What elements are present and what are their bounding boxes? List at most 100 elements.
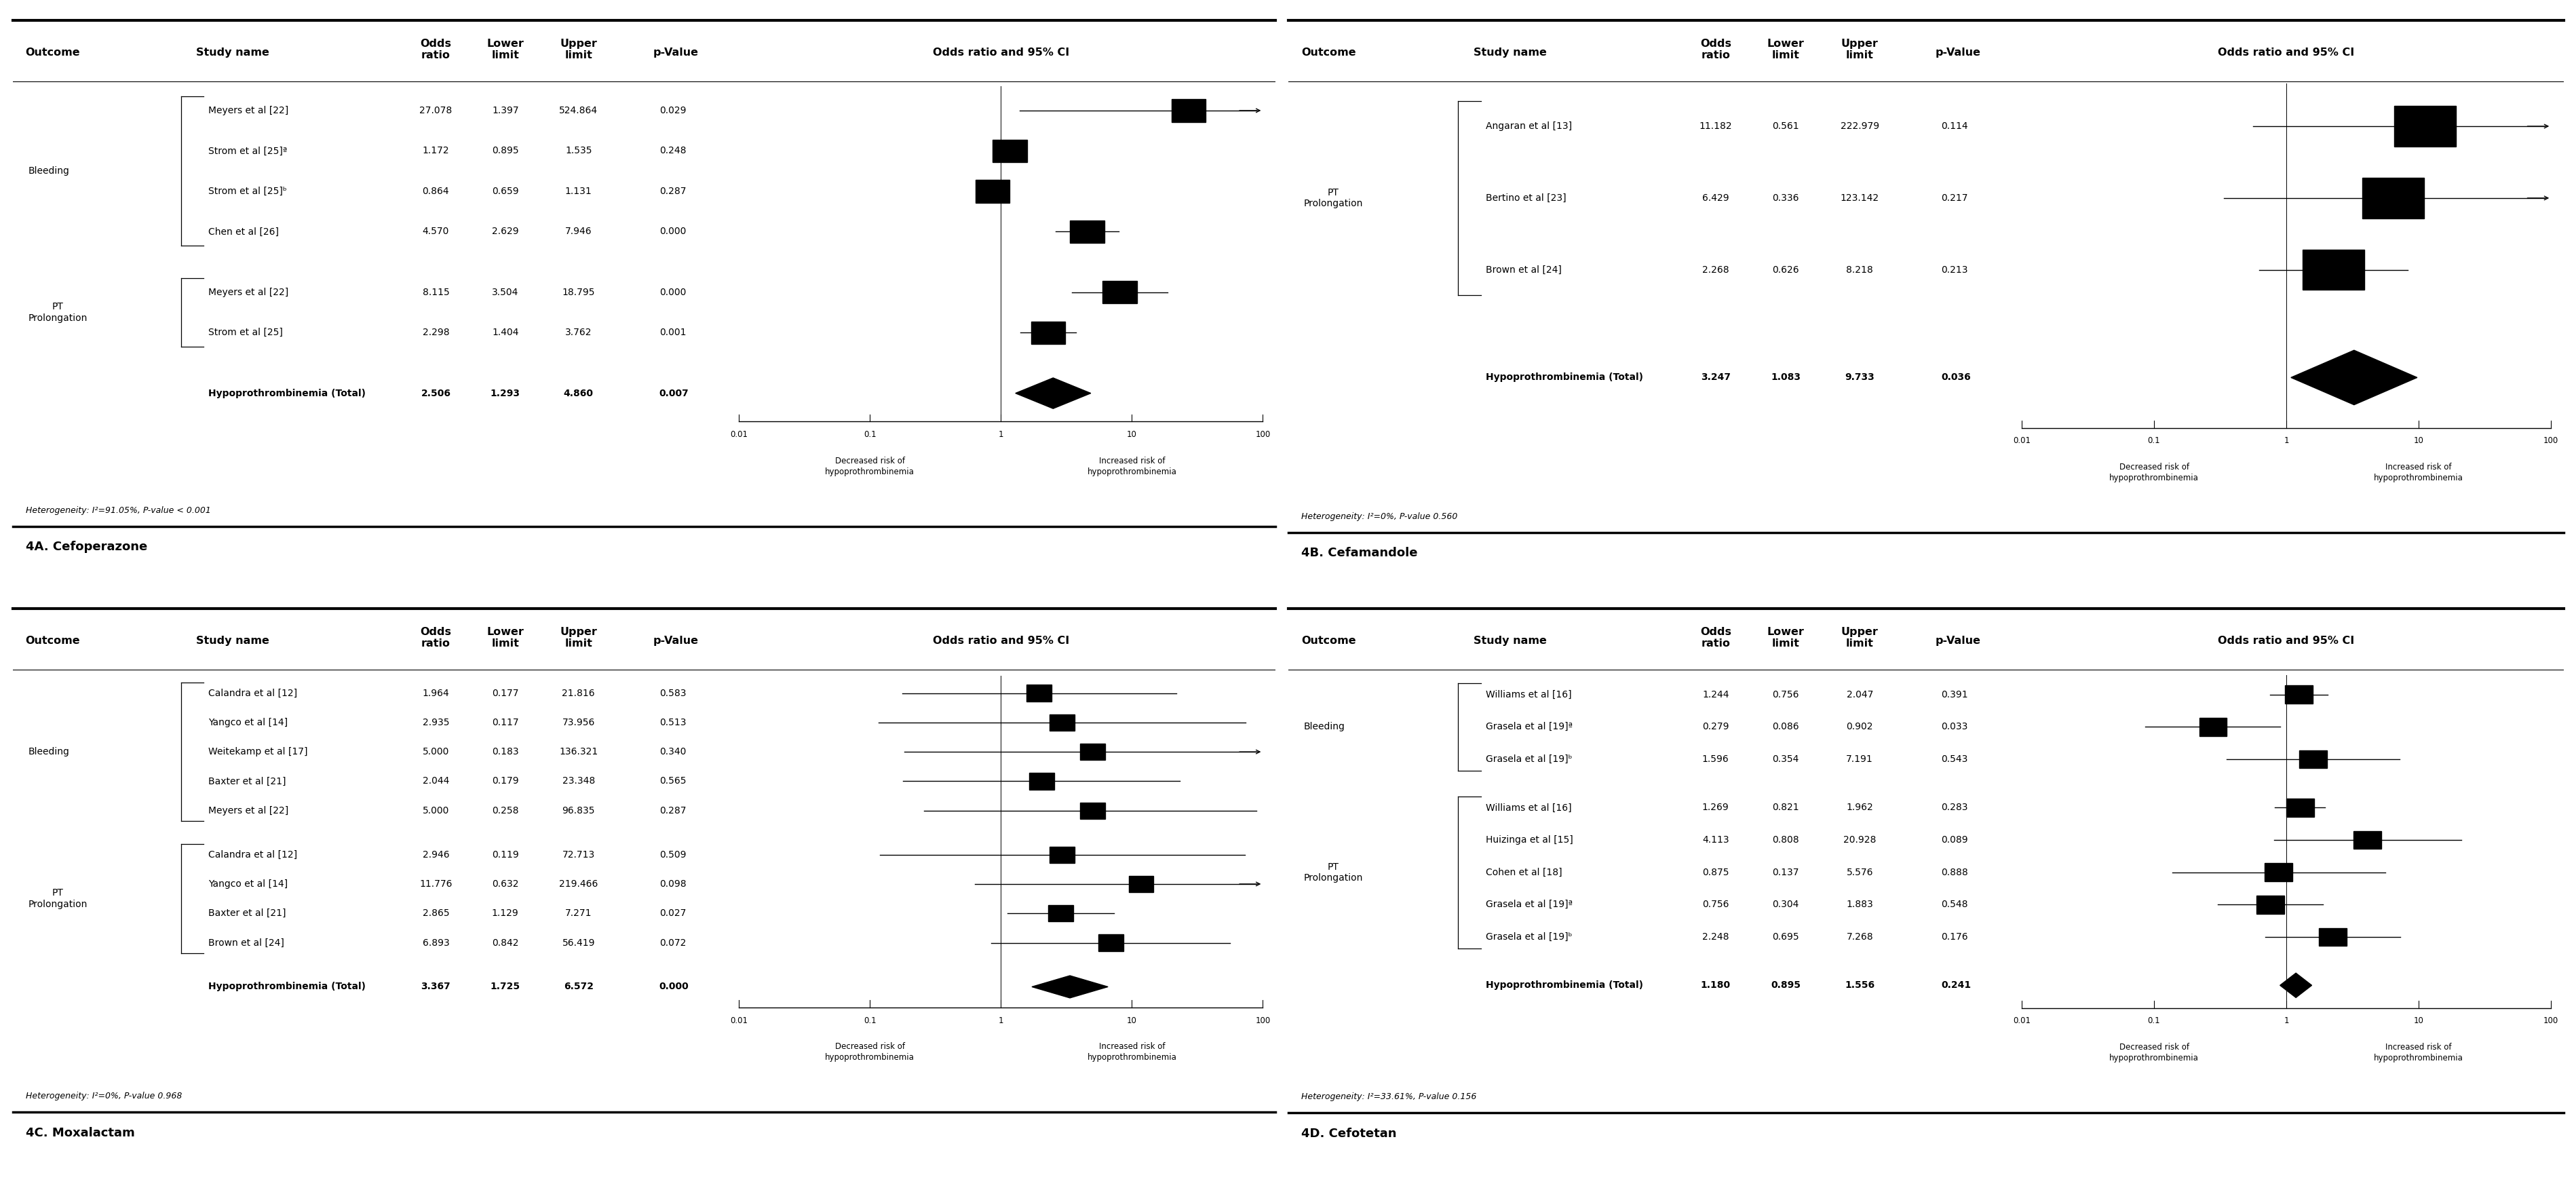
- Text: 0.119: 0.119: [492, 849, 518, 859]
- Text: 1.244: 1.244: [1703, 690, 1728, 700]
- Text: Hypoprothrombinemia (Total): Hypoprothrombinemia (Total): [209, 982, 366, 992]
- Text: PT
Prolongation: PT Prolongation: [28, 889, 88, 909]
- Text: Increased risk of
hypoprothrombinemia: Increased risk of hypoprothrombinemia: [1087, 1042, 1177, 1062]
- Text: 0.902: 0.902: [1847, 722, 1873, 732]
- Text: Weitekamp et al [17]: Weitekamp et al [17]: [209, 747, 309, 757]
- Text: 1.293: 1.293: [489, 388, 520, 398]
- Text: Calandra et al [12]: Calandra et al [12]: [209, 688, 296, 697]
- Text: Meyers et al [22]: Meyers et al [22]: [209, 106, 289, 115]
- Text: 5.000: 5.000: [422, 805, 448, 815]
- Text: 2.047: 2.047: [1847, 690, 1873, 700]
- Text: Grasela et al [19]ª: Grasela et al [19]ª: [1486, 722, 1571, 732]
- Text: 0.179: 0.179: [492, 777, 518, 786]
- Polygon shape: [1015, 378, 1090, 409]
- Text: 0.391: 0.391: [1940, 690, 1968, 700]
- Text: Bleeding: Bleeding: [28, 747, 70, 757]
- Text: 1.172: 1.172: [422, 146, 448, 156]
- Text: 72.713: 72.713: [562, 849, 595, 859]
- Text: 0.279: 0.279: [1703, 722, 1728, 732]
- Text: Increased risk of
hypoprothrombinemia: Increased risk of hypoprothrombinemia: [1087, 456, 1177, 476]
- Text: 73.956: 73.956: [562, 718, 595, 727]
- Text: 0.137: 0.137: [1772, 867, 1798, 877]
- Text: Odds ratio and 95% CI: Odds ratio and 95% CI: [933, 636, 1069, 645]
- Text: p-Value: p-Value: [1935, 48, 1981, 57]
- Text: 0.258: 0.258: [492, 805, 518, 815]
- Text: 100: 100: [2543, 436, 2558, 445]
- Text: 0.007: 0.007: [659, 388, 688, 398]
- Text: PT
Prolongation: PT Prolongation: [1303, 862, 1363, 883]
- Text: 4D. Cefotetan: 4D. Cefotetan: [1301, 1127, 1396, 1139]
- Text: Odds ratio and 95% CI: Odds ratio and 95% CI: [933, 48, 1069, 57]
- Text: 7.946: 7.946: [564, 227, 592, 236]
- Bar: [1048, 846, 1074, 862]
- Text: 6.893: 6.893: [422, 939, 448, 948]
- Text: 8.218: 8.218: [1847, 265, 1873, 274]
- Text: 0.895: 0.895: [492, 146, 518, 156]
- Text: 6.429: 6.429: [1703, 194, 1728, 203]
- Text: Lower
limit: Lower limit: [1767, 626, 1803, 649]
- Text: Grasela et al [19]ª: Grasela et al [19]ª: [1486, 899, 1571, 909]
- Text: Outcome: Outcome: [26, 636, 80, 645]
- Text: 5.576: 5.576: [1847, 867, 1873, 877]
- Bar: [1048, 714, 1074, 731]
- Text: 2.268: 2.268: [1703, 265, 1728, 274]
- Bar: [2257, 896, 2282, 914]
- Text: 0.632: 0.632: [492, 879, 518, 889]
- Text: 136.321: 136.321: [559, 747, 598, 757]
- Text: Brown et al [24]: Brown et al [24]: [209, 939, 283, 948]
- Text: Williams et al [16]: Williams et al [16]: [1486, 690, 1571, 700]
- Text: Lower
limit: Lower limit: [1767, 38, 1803, 61]
- Bar: [2318, 928, 2347, 946]
- Text: 1.725: 1.725: [489, 982, 520, 992]
- Text: PT
Prolongation: PT Prolongation: [1303, 188, 1363, 208]
- Text: 0.509: 0.509: [659, 849, 685, 859]
- Text: Strom et al [25]: Strom et al [25]: [209, 328, 283, 337]
- Text: 3.762: 3.762: [564, 328, 592, 337]
- Text: Meyers et al [22]: Meyers et al [22]: [209, 287, 289, 297]
- Text: 524.864: 524.864: [559, 106, 598, 115]
- Bar: [1048, 905, 1074, 922]
- Text: 2.946: 2.946: [422, 849, 448, 859]
- Text: 0.01: 0.01: [729, 430, 747, 440]
- Text: Upper
limit: Upper limit: [1842, 626, 1878, 649]
- Text: 1.556: 1.556: [1844, 980, 1875, 990]
- Text: 0.1: 0.1: [863, 430, 876, 440]
- Text: 1: 1: [2282, 436, 2287, 445]
- Text: 0.336: 0.336: [1772, 194, 1798, 203]
- Text: Odds
ratio: Odds ratio: [1700, 38, 1731, 61]
- Text: Bleeding: Bleeding: [1303, 722, 1345, 732]
- Bar: [2197, 718, 2226, 735]
- Text: 18.795: 18.795: [562, 287, 595, 297]
- Text: 96.835: 96.835: [562, 805, 595, 815]
- Text: Outcome: Outcome: [1301, 636, 1355, 645]
- Bar: [2298, 750, 2326, 769]
- Bar: [2285, 798, 2313, 816]
- Bar: [976, 181, 1010, 203]
- Bar: [1030, 321, 1064, 345]
- Text: 11.182: 11.182: [1698, 121, 1731, 131]
- Bar: [1028, 773, 1054, 790]
- Polygon shape: [2290, 350, 2416, 405]
- Text: 0.241: 0.241: [1940, 980, 1971, 990]
- Text: 23.348: 23.348: [562, 777, 595, 786]
- Text: 0.177: 0.177: [492, 688, 518, 697]
- Text: 0.000: 0.000: [659, 227, 685, 236]
- Text: Decreased risk of
hypoprothrombinemia: Decreased risk of hypoprothrombinemia: [824, 456, 914, 476]
- Text: Huizinga et al [15]: Huizinga et al [15]: [1486, 835, 1574, 845]
- Text: 0.213: 0.213: [1940, 265, 1968, 274]
- Text: 1.535: 1.535: [564, 146, 592, 156]
- Bar: [1103, 282, 1136, 304]
- Text: 0.1: 0.1: [2148, 1017, 2159, 1025]
- Text: 0.176: 0.176: [1940, 933, 1968, 942]
- Text: 0.543: 0.543: [1940, 754, 1968, 764]
- Text: 7.271: 7.271: [564, 909, 592, 918]
- Text: 0.01: 0.01: [729, 1016, 747, 1025]
- Text: 3.367: 3.367: [420, 982, 451, 992]
- Text: 10: 10: [2414, 1017, 2424, 1025]
- Text: 2.935: 2.935: [422, 718, 448, 727]
- Text: Heterogeneity: I²=33.61%, P-value 0.156: Heterogeneity: I²=33.61%, P-value 0.156: [1301, 1092, 1476, 1101]
- Text: 0.001: 0.001: [659, 328, 685, 337]
- Text: 0.098: 0.098: [659, 879, 685, 889]
- Text: 2.865: 2.865: [422, 909, 448, 918]
- Text: Williams et al [16]: Williams et al [16]: [1486, 803, 1571, 813]
